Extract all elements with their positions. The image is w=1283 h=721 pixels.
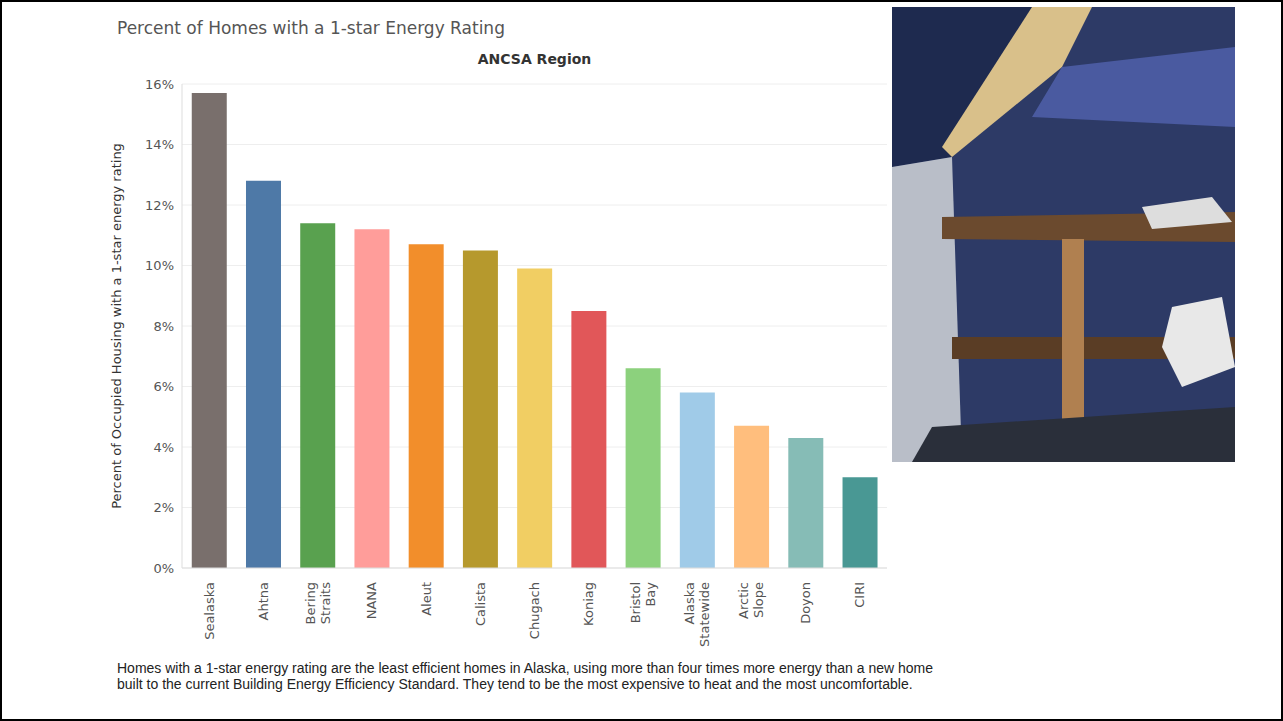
html-text:Homes with a 1-star energy rat: Homes with a 1-star energy rating are th… xyxy=(117,660,933,692)
svg-text:Chugach: Chugach xyxy=(527,582,542,639)
svg-text:CIRI: CIRI xyxy=(852,582,867,608)
svg-text:12%: 12% xyxy=(145,198,174,213)
svg-text:6%: 6% xyxy=(153,379,174,394)
svg-text:Sealaska: Sealaska xyxy=(202,582,217,640)
svg-text:10%: 10% xyxy=(145,258,174,273)
svg-text:16%: 16% xyxy=(145,77,174,92)
svg-text:BristolBay: BristolBay xyxy=(628,582,658,624)
svg-text:Percent of Occupied Housing wi: Percent of Occupied Housing with a 1-sta… xyxy=(109,143,124,509)
svg-text:Ahtna: Ahtna xyxy=(256,582,271,620)
svg-text:ArcticSlope: ArcticSlope xyxy=(736,582,766,619)
html-text:ANCSA Region: ANCSA Region xyxy=(477,51,592,67)
svg-text:Koniag: Koniag xyxy=(581,582,596,626)
svg-text:AlaskaStatewide: AlaskaStatewide xyxy=(682,582,712,647)
svg-text:2%: 2% xyxy=(153,500,174,515)
svg-text:Doyon: Doyon xyxy=(798,582,813,624)
svg-text:4%: 4% xyxy=(153,440,174,455)
svg-text:Aleut: Aleut xyxy=(419,582,434,616)
svg-text:8%: 8% xyxy=(153,319,174,334)
svg-text:BeringStraits: BeringStraits xyxy=(303,582,333,625)
svg-text:0%: 0% xyxy=(153,561,174,576)
svg-text:14%: 14% xyxy=(145,137,174,152)
html-text:Percent of Homes with a 1-star: Percent of Homes with a 1-star Energy Ra… xyxy=(117,18,505,38)
svg-text:NANA: NANA xyxy=(364,582,379,619)
svg-text:Calista: Calista xyxy=(473,582,488,626)
